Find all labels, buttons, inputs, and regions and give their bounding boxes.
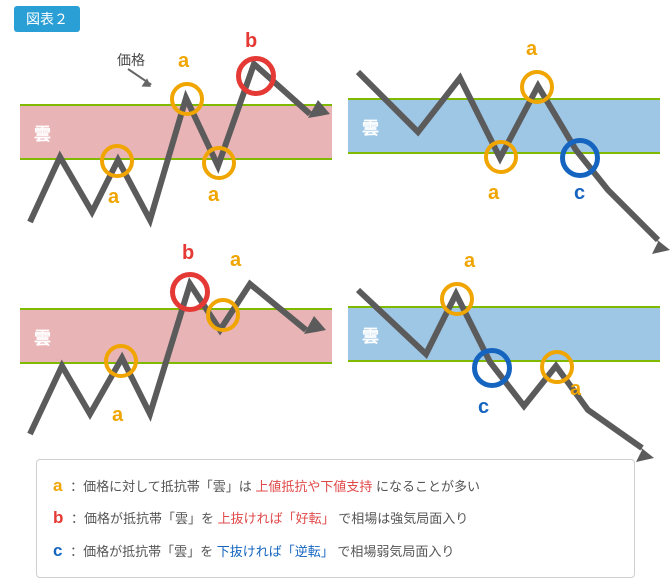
legend-highlight: 上値抵抗や下値支持	[255, 479, 372, 494]
marker-label-a: a	[108, 186, 119, 209]
marker-circle	[202, 146, 236, 180]
marker-label-c: c	[574, 182, 585, 205]
marker-circle	[236, 56, 276, 96]
marker-circle	[104, 344, 138, 378]
marker-label-a: a	[464, 250, 475, 273]
legend-row: c ：価格が抵抗帯「雲」を 下抜ければ「逆転」 で相場弱気局面入り	[53, 535, 618, 567]
legend-pre: ：価格が抵抗帯「雲」を	[70, 544, 213, 559]
legend-post: で相場は強気局面入り	[338, 511, 468, 526]
marker-circle	[472, 348, 512, 388]
legend-key: a	[53, 476, 62, 495]
legend-post: で相場弱気局面入り	[337, 544, 454, 559]
marker-circle	[520, 70, 554, 104]
marker-circle	[170, 82, 204, 116]
marker-label-a: a	[570, 378, 581, 401]
panel-bl: 雲aba	[20, 250, 332, 450]
chart-page: 図表２ 価格 雲aaab 雲aac 雲aba 雲aca a ：価格に対して抵抗帯…	[0, 0, 671, 588]
marker-circle	[206, 298, 240, 332]
panel-tl: 雲aaab	[20, 42, 332, 230]
marker-label-a: a	[112, 404, 123, 427]
marker-circle	[440, 282, 474, 316]
marker-circle	[170, 272, 210, 312]
legend-box: a ：価格に対して抵抗帯「雲」は 上値抵抗や下値支持 になることが多い b ：価…	[36, 459, 635, 578]
legend-post: になることが多い	[376, 479, 480, 494]
legend-highlight: 下抜ければ「逆転」	[217, 544, 334, 559]
marker-label-a: a	[178, 50, 189, 73]
marker-label-a: a	[208, 184, 219, 207]
marker-circle	[560, 138, 600, 178]
legend-highlight: 上抜ければ「好転」	[218, 511, 335, 526]
marker-label-a: a	[488, 182, 499, 205]
marker-label-a: a	[526, 38, 537, 61]
legend-key: b	[53, 508, 63, 527]
legend-key: c	[53, 541, 62, 560]
panel-tr: 雲aac	[348, 42, 660, 230]
legend-pre: ：価格に対して抵抗帯「雲」は	[70, 479, 252, 494]
legend-row: a ：価格に対して抵抗帯「雲」は 上値抵抗や下値支持 になることが多い	[53, 470, 618, 502]
marker-label-c: c	[478, 396, 489, 419]
legend-row: b ：価格が抵抗帯「雲」を 上抜ければ「好転」 で相場は強気局面入り	[53, 502, 618, 534]
legend-pre: ：価格が抵抗帯「雲」を	[71, 511, 214, 526]
panel-br: 雲aca	[348, 250, 660, 450]
figure-badge: 図表２	[14, 6, 80, 32]
marker-circle	[484, 140, 518, 174]
price-line	[20, 42, 332, 250]
marker-circle	[540, 350, 574, 384]
marker-label-a: a	[230, 249, 241, 272]
marker-label-b: b	[182, 242, 194, 265]
marker-circle	[100, 144, 134, 178]
marker-label-b: b	[245, 30, 257, 53]
